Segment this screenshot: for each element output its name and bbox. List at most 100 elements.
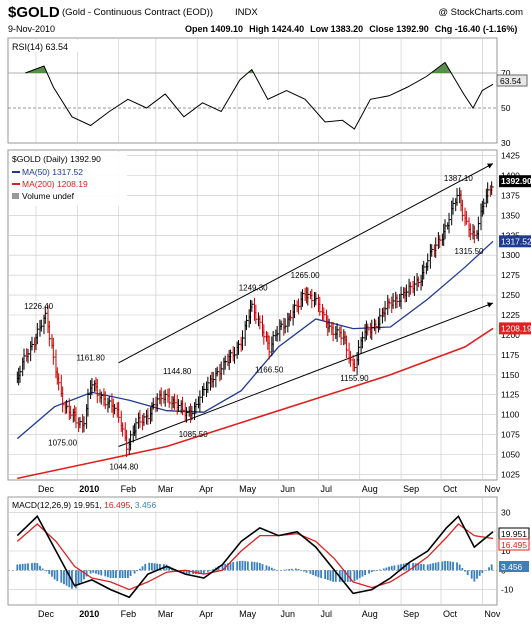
macd-histogram-bar <box>188 570 191 575</box>
macd-y-tick-label: 30 <box>501 507 511 517</box>
price-x-tick-label: Mar <box>158 484 174 494</box>
macd-histogram-bar <box>256 562 259 571</box>
macd-histogram-bar <box>405 562 408 571</box>
macd-histogram-bar <box>83 570 85 580</box>
macd-histogram-bar <box>294 568 297 571</box>
price-y-axis: 1025 1050 1075 1100 1125 1150 1175 1200 1225 1250… <box>501 151 520 480</box>
macd-histogram-bar <box>444 560 446 571</box>
rsi-level-label: 70 <box>501 68 511 78</box>
macd-histogram-bar <box>68 570 71 588</box>
macd-histogram-bar <box>356 570 358 580</box>
macd-histogram-bar <box>417 563 420 571</box>
macd-histogram-bar <box>426 564 429 571</box>
macd-histogram-bar <box>253 562 256 571</box>
price-legend-volume: Volume undef <box>22 191 75 201</box>
macd-histogram-bar <box>115 570 117 578</box>
price-x-tick-label: 2010 <box>79 484 99 494</box>
macd-histogram-bar <box>92 570 95 573</box>
price-x-tick-label: May <box>239 484 257 494</box>
macd-histogram-bar <box>24 563 27 571</box>
macd-histogram-bar <box>45 570 48 572</box>
macd-panel: -100102030 MACD(12,26,9) 19.951, 16.495,… <box>7 496 530 619</box>
macd-histogram-bar <box>408 562 410 571</box>
macd-histogram-bar <box>77 570 80 586</box>
macd-histogram-bar <box>124 570 127 578</box>
macd-histogram-bar <box>100 570 103 576</box>
price-panel: 1025 1050 1075 1100 1125 1150 1175 1200 1225 1250… <box>7 149 531 494</box>
price-y-tick-label: 1050 <box>501 449 520 459</box>
macd-histogram-bar <box>326 570 329 580</box>
macd-histogram-bar <box>376 570 378 571</box>
macd-y-tick-label: 10 <box>501 546 511 556</box>
rsi-legend-box <box>10 40 80 52</box>
macd-histogram-bar <box>290 568 293 571</box>
price-right-tags: 1392.90 1317.52 1208.19 <box>499 175 531 335</box>
low-value: 1383.20 <box>331 24 364 34</box>
macd-x-tick-label: Mar <box>158 609 174 619</box>
price-y-tick-label: 1350 <box>501 210 520 220</box>
macd-histogram-bar <box>238 560 241 571</box>
macd-histogram-bar <box>382 568 385 571</box>
price-x-tick-label: Sep <box>403 484 419 494</box>
macd-histogram-bar <box>85 570 88 577</box>
macd-histogram-bar <box>312 570 315 576</box>
macd-histogram-bar <box>236 561 239 571</box>
macd-histogram-bar <box>153 563 156 571</box>
macd-histogram-bar <box>261 564 264 571</box>
macd-x-tick-label: Jul <box>320 609 332 619</box>
macd-histogram-bar <box>246 561 249 571</box>
macd-histogram-bar <box>470 570 473 579</box>
macd-histogram-bar <box>329 570 332 581</box>
macd-histogram-bar <box>388 566 390 571</box>
chart-exchange: INDX <box>235 7 258 18</box>
macd-histogram-bar <box>420 563 422 571</box>
macd-histogram-bar <box>182 570 185 574</box>
macd-histogram-bar <box>212 569 215 571</box>
price-annotation: 1315.50 <box>455 247 484 256</box>
macd-histogram-bar <box>156 563 159 571</box>
macd-histogram-bar <box>127 570 129 578</box>
macd-histogram-bar <box>197 570 200 575</box>
macd-histogram-bar <box>129 570 132 577</box>
macd-histogram-bar <box>488 567 490 571</box>
signal-line <box>16 523 494 591</box>
macd-histogram-bar <box>65 570 68 586</box>
price-x-tick-label: Jun <box>280 484 295 494</box>
macd-histogram-bar <box>112 570 115 578</box>
price-annotation: 1044.80 <box>109 463 138 472</box>
macd-histogram-bar <box>104 570 107 577</box>
price-y-tick-label: 1300 <box>501 250 520 260</box>
macd-histogram-bar <box>288 569 291 571</box>
macd-x-tick-label: Jun <box>280 609 295 619</box>
price-legend-ma200: MA(200) 1208.19 <box>22 179 88 189</box>
price-x-tick-label: Dec <box>38 484 55 494</box>
price-y-tick-label: 1425 <box>501 151 520 161</box>
price-x-tick-label: Feb <box>121 484 137 494</box>
macd-histogram-bar <box>353 570 356 582</box>
macd-x-axis: Dec 2010 Feb Mar Apr May Jun Jul Aug Sep Oct Nov <box>38 609 501 619</box>
macd-histogram-bar <box>19 564 21 571</box>
price-bars <box>16 181 494 457</box>
macd-histogram-bar <box>209 570 212 571</box>
macd-histogram-bar <box>202 570 205 574</box>
ma50-tag: 1317.52 <box>501 236 531 246</box>
macd-histogram-bar <box>452 561 454 571</box>
macd-x-tick-label: Aug <box>362 609 378 619</box>
ma50-line <box>16 240 494 440</box>
macd-histogram-bar <box>258 562 261 571</box>
price-annotation: 1226.40 <box>24 302 53 311</box>
macd-histogram-bar <box>476 570 478 579</box>
macd-histogram-bar <box>48 570 51 574</box>
macd-histogram-bar <box>27 563 29 571</box>
open-label: Open <box>185 24 208 34</box>
quote-row: Open 1409.10 High 1424.40 Low 1383.20 Close… <box>185 24 517 34</box>
macd-histogram-bar <box>464 570 466 572</box>
macd-x-tick-label: Dec <box>38 609 55 619</box>
price-x-tick-label: Aug <box>362 484 378 494</box>
macd-x-tick-label: Nov <box>484 609 501 619</box>
macd-histogram-bar <box>75 570 77 589</box>
macd-histogram-bar <box>144 563 147 571</box>
rsi-panel: 70 50 30 RSI(14) 63.54 63.54 <box>7 37 528 148</box>
rsi-current-tag <box>496 74 528 87</box>
price-x-tick-label: Apr <box>199 484 213 494</box>
